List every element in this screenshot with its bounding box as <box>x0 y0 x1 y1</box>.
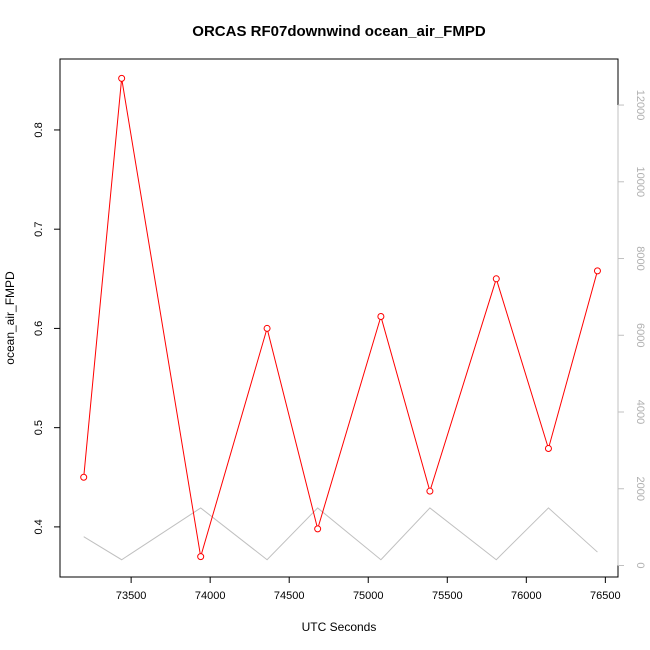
x-tick-label: 76000 <box>511 590 542 602</box>
secondary-series-line <box>83 507 598 561</box>
data-point <box>314 525 322 533</box>
y2-tick-label: 6000 <box>634 323 646 347</box>
data-point <box>544 444 552 452</box>
y-axis: 0.4 0.5 0.6 0.7 0.8 <box>33 122 61 535</box>
x-tick-label: 75000 <box>353 590 384 602</box>
y2-tick-label: 4000 <box>634 400 646 424</box>
y2-tick-label: 2000 <box>634 477 646 501</box>
y2-axis: 0 2000 4000 6000 8000 10000 12000 <box>617 90 646 569</box>
x-tick-label: 74500 <box>274 590 305 602</box>
data-point <box>593 267 601 275</box>
primary-series-line <box>83 78 598 557</box>
x-tick-label: 74000 <box>195 590 226 602</box>
data-point <box>263 324 271 332</box>
y-tick-label: 0.7 <box>33 222 45 237</box>
y-axis-label: ocean_air_FMPD <box>3 271 17 365</box>
y-tick-label: 0.8 <box>33 122 45 137</box>
data-point <box>118 74 126 82</box>
chart-title: ORCAS RF07downwind ocean_air_FMPD <box>192 23 486 40</box>
y-tick-label: 0.4 <box>33 519 45 534</box>
data-point <box>197 553 205 561</box>
plot-area <box>59 58 619 578</box>
x-tick-label: 75500 <box>432 590 463 602</box>
data-point <box>426 487 434 495</box>
x-axis-label: UTC Seconds <box>302 620 377 634</box>
x-axis: 73500 74000 74500 75000 75500 76000 76500 <box>116 576 621 602</box>
y2-tick-label: 12000 <box>634 90 646 121</box>
data-point <box>492 275 500 283</box>
series-layer <box>80 74 601 561</box>
y-tick-label: 0.6 <box>33 321 45 336</box>
data-point <box>80 473 88 481</box>
x-tick-label: 73500 <box>116 590 147 602</box>
data-point <box>377 313 385 321</box>
x-tick-label: 76500 <box>590 590 621 602</box>
y-tick-label: 0.5 <box>33 420 45 435</box>
y2-tick-label: 0 <box>634 562 646 568</box>
y2-tick-label: 10000 <box>634 166 646 197</box>
y2-tick-label: 8000 <box>634 246 646 270</box>
